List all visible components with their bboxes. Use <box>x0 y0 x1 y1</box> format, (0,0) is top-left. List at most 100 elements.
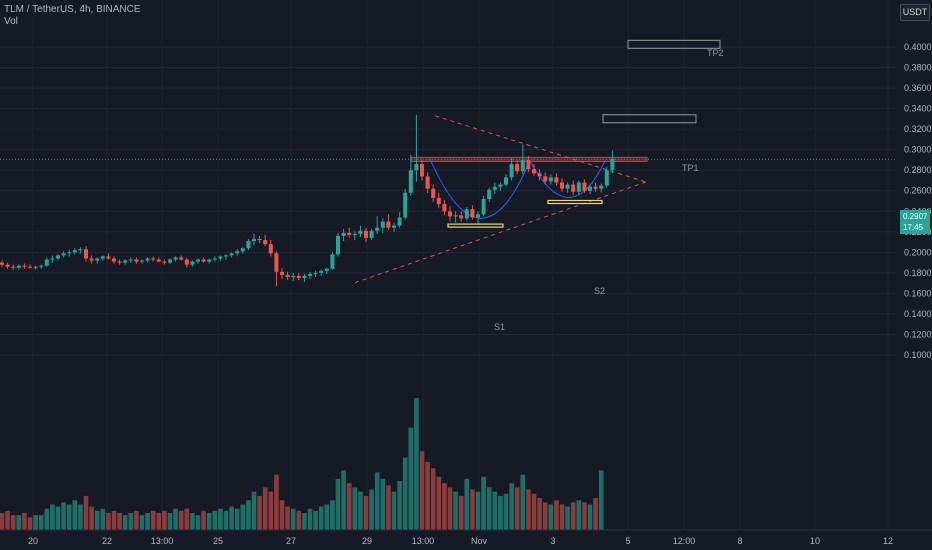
volume-bar <box>66 504 72 530</box>
candle-body <box>240 248 245 252</box>
volume-bar <box>0 512 5 530</box>
candle-body <box>364 230 368 238</box>
candle-body <box>257 238 262 241</box>
volume-bar <box>481 476 486 530</box>
price-tick-label: 0.3400 <box>904 104 932 114</box>
volume-bar <box>61 502 66 530</box>
upper-trendline[interactable] <box>434 115 647 183</box>
target-box-tp2[interactable] <box>627 39 721 49</box>
candle-body <box>39 265 44 267</box>
volume-bar <box>134 510 139 530</box>
candle-body <box>16 265 21 268</box>
volume-bar <box>531 493 537 530</box>
time-tick-label: 13:00 <box>412 536 435 546</box>
candle-body <box>145 258 150 261</box>
volume-bar <box>475 491 481 530</box>
candle-body <box>386 221 391 228</box>
volume-bar <box>178 510 184 530</box>
volume-bar <box>346 483 352 530</box>
price-tick-label: 0.4000 <box>904 42 932 52</box>
volume-bar <box>83 495 89 530</box>
support-line-s2[interactable] <box>547 199 603 205</box>
candle-body <box>369 230 374 238</box>
volume-bar <box>447 487 453 530</box>
volume-bar <box>453 491 458 530</box>
volume-bar <box>72 500 78 530</box>
volume-bar <box>414 398 419 530</box>
candle-body <box>610 158 615 171</box>
time-tick-label: 3 <box>550 536 555 546</box>
volume-bar <box>380 478 386 530</box>
volume-bar <box>10 515 16 530</box>
volume-bars <box>0 398 604 530</box>
volume-bar <box>537 498 542 530</box>
volume-bar <box>27 517 33 530</box>
price-tick-label: 0.2800 <box>904 165 932 175</box>
volume-bar <box>542 502 548 530</box>
volume-bar <box>419 451 425 530</box>
time-scale[interactable]: 20 22 13:00 25 27 29 13:00 Nov 3 5 12:00 8 10 12 <box>0 529 932 546</box>
candle-body <box>375 227 380 231</box>
symbol-title[interactable]: TLM / TetherUS, 4h, BINANCE <box>4 4 141 15</box>
candle-body <box>72 250 77 253</box>
volume-bar <box>408 427 414 530</box>
candle-body <box>576 182 581 192</box>
chart-legend: TLM / TetherUS, 4h, BINANCE Vol <box>4 4 141 28</box>
candle-body <box>487 189 492 199</box>
volume-bar <box>290 508 296 530</box>
volume-bar <box>369 489 374 530</box>
volume-bar <box>16 515 22 530</box>
candle-body <box>420 164 424 177</box>
candle-body <box>207 259 212 262</box>
volume-bar <box>598 470 604 530</box>
candle-body <box>168 259 172 263</box>
cup-arc-1[interactable] <box>429 158 531 219</box>
candle-body <box>442 204 447 212</box>
lower-trendline[interactable] <box>354 181 647 284</box>
volume-bar <box>162 510 167 530</box>
volume-bar <box>425 461 430 530</box>
candle-body <box>56 255 60 259</box>
volume-bar <box>257 495 262 530</box>
volume-bar <box>330 500 335 530</box>
candle-body <box>5 264 10 267</box>
currency-label[interactable]: USDT <box>900 4 930 21</box>
candle-body <box>156 259 161 262</box>
volume-bar <box>374 472 380 530</box>
label-tp1: TP1 <box>682 163 699 173</box>
target-box-tp1[interactable] <box>602 114 697 124</box>
volume-bar <box>285 506 290 530</box>
volume-indicator-label[interactable]: Vol <box>4 16 18 27</box>
support-line-s1[interactable] <box>447 223 504 228</box>
volume-bar <box>223 510 229 530</box>
candle-body <box>352 233 357 235</box>
candle-body <box>448 211 452 217</box>
volume-bar <box>5 510 10 530</box>
candle-body <box>509 164 514 178</box>
candle-body <box>436 197 441 205</box>
candle-body <box>520 159 525 172</box>
candle-body <box>347 232 352 235</box>
volume-bar <box>587 504 593 530</box>
volume-bar <box>145 512 150 530</box>
candle-body <box>22 265 27 267</box>
time-tick-label: 20 <box>28 536 38 546</box>
volume-bar <box>44 508 50 530</box>
volume-bar <box>492 491 498 530</box>
volume-bar <box>352 487 358 530</box>
volume-bar <box>296 510 302 530</box>
volume-bar <box>122 515 128 530</box>
candle-body <box>341 232 346 236</box>
candle-body <box>599 185 604 189</box>
price-scale[interactable]: 0.4000 0.3800 0.3600 0.3400 0.3200 0.3000 0.28… <box>896 0 932 550</box>
candle-body <box>196 259 200 262</box>
volume-bar <box>576 500 582 530</box>
candle-body <box>218 256 223 259</box>
volume-bar <box>358 491 363 530</box>
volume-bar <box>548 504 554 530</box>
candle-body <box>336 235 340 255</box>
candle-body <box>162 261 167 263</box>
volume-bar <box>341 470 346 530</box>
candle-body <box>89 258 94 261</box>
